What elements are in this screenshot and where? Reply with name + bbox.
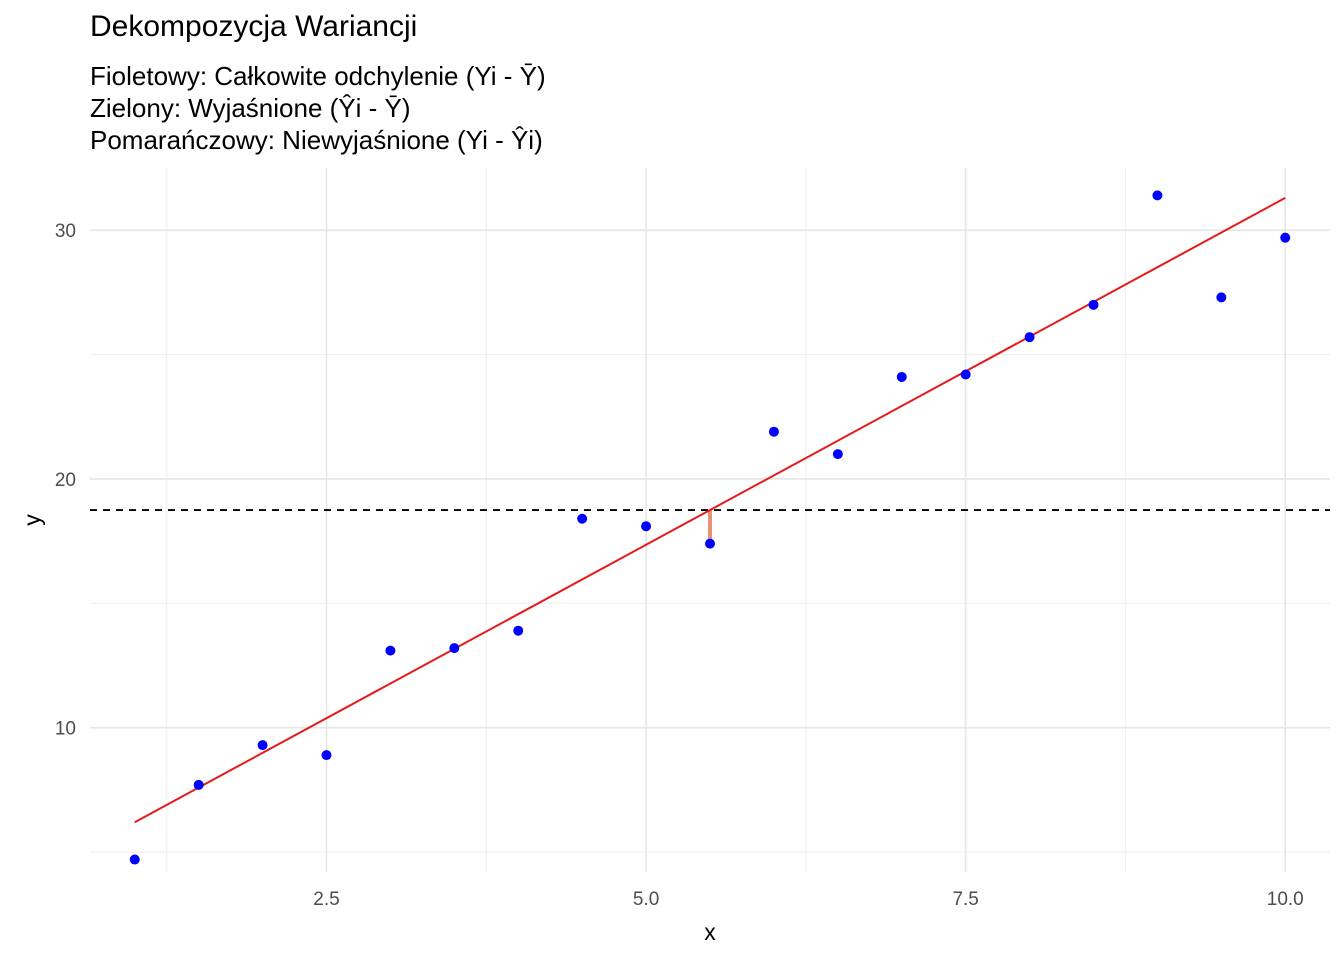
x-tick-label: 10.0 bbox=[1267, 889, 1304, 910]
data-point bbox=[321, 750, 332, 761]
data-point bbox=[385, 645, 396, 656]
data-point bbox=[960, 369, 971, 380]
data-point bbox=[768, 426, 779, 437]
data-point bbox=[577, 513, 588, 524]
y-tick-label: 30 bbox=[55, 221, 76, 242]
x-axis-label: x bbox=[704, 919, 716, 945]
regression-line bbox=[134, 196, 1286, 824]
data-point bbox=[1280, 232, 1291, 243]
data-point bbox=[832, 449, 843, 460]
data-point bbox=[1216, 292, 1227, 303]
data-point bbox=[896, 371, 907, 382]
data-point bbox=[449, 643, 460, 654]
chart-subtitle: Fioletowy: Całkowite odchylenie (Yi - Ȳ)… bbox=[90, 60, 546, 156]
subtitle-line-unexplained: Pomarańczowy: Niewyjaśnione (Yi - Ŷi) bbox=[90, 125, 543, 155]
data-point bbox=[193, 779, 204, 790]
y-tick-label: 20 bbox=[55, 470, 76, 491]
data-point bbox=[641, 521, 652, 532]
y-axis-label: y bbox=[19, 514, 45, 526]
chart-title: Dekompozycja Wariancji bbox=[90, 10, 418, 43]
data-point bbox=[705, 538, 715, 549]
subtitle-line-explained: Zielony: Wyjaśnione (Ŷi - Ȳ) bbox=[90, 93, 411, 123]
data-point bbox=[513, 625, 524, 636]
subtitle-line-total: Fioletowy: Całkowite odchylenie (Yi - Ȳ) bbox=[90, 61, 546, 91]
y-axis-ticks: 10 20 30 bbox=[55, 221, 76, 740]
x-tick-label: 5.0 bbox=[633, 889, 659, 910]
major-gridlines bbox=[90, 168, 1330, 872]
data-point bbox=[1024, 332, 1035, 343]
x-tick-label: 7.5 bbox=[952, 889, 978, 910]
data-point bbox=[1152, 190, 1163, 201]
minor-gridlines bbox=[90, 168, 1330, 872]
data-point bbox=[257, 740, 268, 751]
y-tick-label: 10 bbox=[55, 719, 76, 740]
data-point bbox=[129, 854, 140, 865]
x-axis-ticks: 2.5 5.0 7.5 10.0 bbox=[313, 889, 1303, 910]
data-point bbox=[1088, 299, 1099, 310]
x-tick-label: 2.5 bbox=[313, 889, 339, 910]
data-layer bbox=[90, 190, 1330, 865]
